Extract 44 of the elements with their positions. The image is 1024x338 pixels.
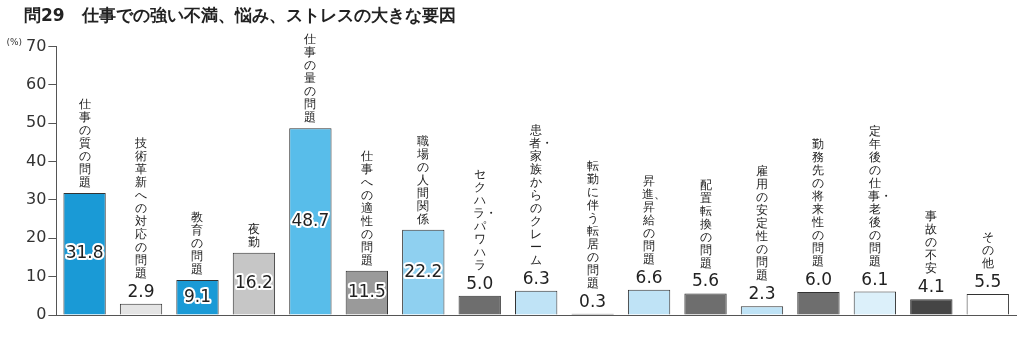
chart-title: 問29 仕事での強い不満、悩み、ストレスの大きな要因	[24, 4, 456, 25]
category-label: 勤務先の将来性の問題	[812, 136, 825, 268]
x-tick-label: 昇進、昇給の問題	[642, 173, 667, 266]
y-tick-label: 50	[26, 112, 47, 132]
data-label: 5.0	[466, 272, 494, 293]
y-tick-label: 60	[26, 73, 47, 93]
category-label: 転勤に伴う転居の問題	[586, 158, 599, 290]
x-tick-label: 仕事の量の問題	[303, 32, 318, 125]
x-tick-label: 配置転換の問題	[698, 177, 713, 270]
x-tick-label: その他	[980, 229, 995, 270]
data-label: 5.6	[692, 270, 720, 291]
category-label: 仕事への適性の問題	[360, 148, 373, 267]
y-tick-label: 40	[26, 150, 47, 170]
data-label: 6.0	[804, 268, 832, 289]
y-tick-label: 0	[36, 304, 47, 324]
category-label: 技術革新への対応の問題	[135, 135, 148, 280]
y-axis-title: (%)	[6, 36, 22, 47]
data-label: 2.9	[127, 280, 155, 301]
y-tick-label: 30	[26, 189, 47, 209]
category-label: 定年後の仕事・老後の問題	[867, 123, 892, 268]
x-tick-label: 教育の問題	[190, 210, 205, 277]
x-tick-label: セクハラ・パワハラ	[472, 166, 497, 272]
x-tick-label: 仕事の質の問題	[77, 96, 92, 189]
x-tick-label: 夜勤	[246, 221, 261, 249]
y-tick-label: 70	[26, 35, 47, 55]
y-tick-label: 20	[26, 227, 47, 247]
data-label: 11.5	[347, 281, 386, 302]
data-label: 6.3	[522, 267, 550, 288]
data-label: 5.5	[974, 270, 1002, 291]
category-label: 雇用の安定性の問題	[755, 164, 768, 283]
data-label: 48.7	[291, 209, 330, 230]
data-label: 16.2	[235, 272, 273, 293]
data-label: 31.8	[65, 242, 104, 263]
data-label: 4.1	[917, 276, 945, 297]
x-tick-label: 事故の不安	[924, 209, 939, 276]
data-label: 0.3	[579, 290, 607, 311]
data-label: 22.2	[404, 260, 443, 281]
data-label: 2.3	[748, 283, 776, 304]
x-tick-label: 職場の人間関係	[416, 133, 431, 226]
data-label: 6.6	[635, 266, 663, 287]
y-tick-label: 10	[26, 265, 47, 285]
category-label: 患者・家族からのクレーム	[529, 122, 554, 267]
data-label: 9.1	[183, 285, 212, 306]
data-label: 6.1	[861, 268, 889, 289]
